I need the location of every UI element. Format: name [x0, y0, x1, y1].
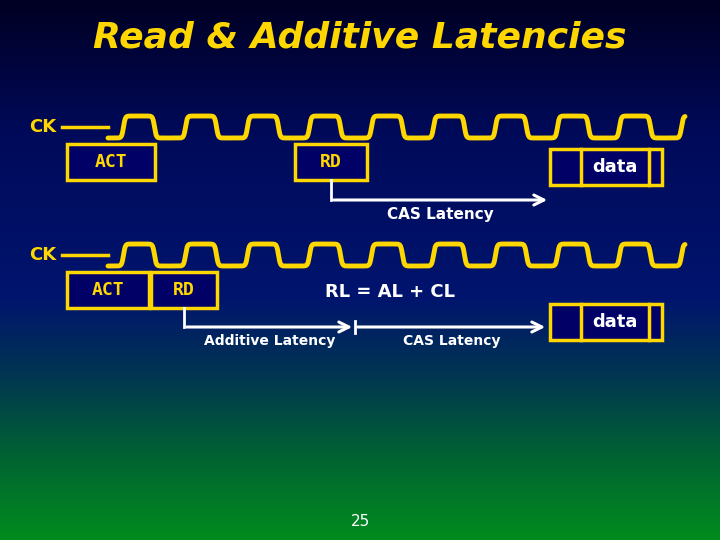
Text: CAS Latency: CAS Latency	[387, 206, 494, 221]
Text: ACT: ACT	[91, 281, 125, 299]
Text: RD: RD	[320, 153, 342, 171]
Bar	[550, 304, 662, 340]
Text: CK: CK	[30, 246, 57, 264]
Text: data: data	[593, 158, 638, 176]
Text: CAS Latency: CAS Latency	[402, 334, 500, 348]
Text: Additive Latency: Additive Latency	[204, 334, 336, 348]
Text: CK: CK	[30, 118, 57, 136]
Bar	[295, 144, 367, 180]
Bar	[67, 144, 155, 180]
Text: RD: RD	[173, 281, 195, 299]
Text: RL = AL + CL: RL = AL + CL	[325, 283, 455, 301]
Text: data: data	[593, 313, 638, 331]
Text: ACT: ACT	[95, 153, 127, 171]
Bar	[67, 272, 149, 308]
Bar	[550, 149, 662, 185]
Text: 25: 25	[351, 515, 369, 530]
Text: Read & Additive Latencies: Read & Additive Latencies	[94, 21, 626, 55]
Bar	[151, 272, 217, 308]
